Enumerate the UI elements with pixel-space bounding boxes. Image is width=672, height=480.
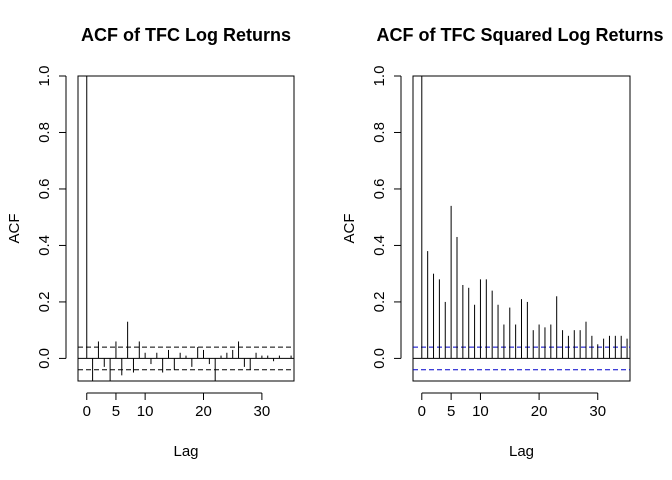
acf-panel-2: ACF of TFC Squared Log Returns 0 5 10 20 30 La… — [341, 25, 664, 460]
y-tick-label: 0.0 — [36, 348, 53, 369]
y-tick-label: 0.8 — [36, 122, 53, 143]
x-tick-label: 0 — [83, 403, 91, 420]
x-tick-label: 10 — [472, 403, 489, 420]
x-tick-label: 20 — [195, 403, 212, 420]
x-tick-label: 0 — [418, 403, 426, 420]
x-tick-label: 20 — [531, 403, 548, 420]
x-axis-label: Lag — [173, 443, 198, 460]
y-tick-label: 1.0 — [371, 66, 388, 87]
y-axis-label: ACF — [341, 214, 358, 244]
y-tick-label: 0.2 — [371, 291, 388, 312]
y-tick-label: 1.0 — [36, 66, 53, 87]
y-tick-label: 0.6 — [371, 179, 388, 200]
plot-frame — [412, 75, 631, 382]
y-tick-label: 0.2 — [36, 291, 53, 312]
x-tick-label: 30 — [254, 403, 271, 420]
chart-title: ACF of TFC Squared Log Returns — [377, 25, 664, 45]
x-tick-label: 5 — [447, 403, 455, 420]
y-axis-label: ACF — [6, 214, 23, 244]
x-tick-label: 10 — [137, 403, 154, 420]
acf-panel-1: ACF of TFC Log Returns 0 5 10 20 30 Lag 0.0 0.2 0… — [6, 25, 295, 460]
x-axis-label: Lag — [509, 443, 534, 460]
y-tick-label: 0.4 — [36, 235, 53, 256]
plot-frame — [77, 75, 295, 382]
y-tick-label: 0.4 — [371, 235, 388, 256]
y-tick-label: 0.0 — [371, 348, 388, 369]
x-tick-label: 5 — [112, 403, 120, 420]
y-tick-label: 0.6 — [36, 179, 53, 200]
x-tick-label: 30 — [589, 403, 606, 420]
chart-title: ACF of TFC Log Returns — [81, 25, 291, 45]
y-tick-label: 0.8 — [371, 122, 388, 143]
